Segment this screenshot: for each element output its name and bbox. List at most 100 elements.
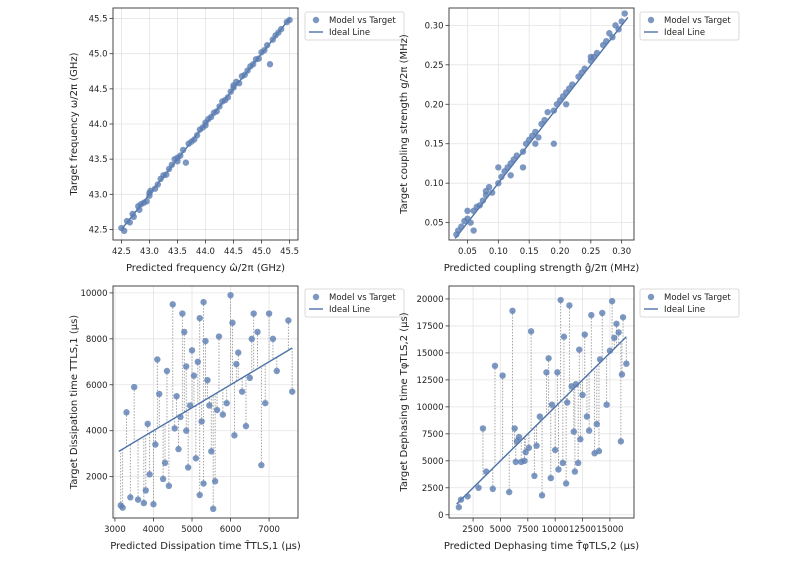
x-tick-label: 43.0 <box>140 247 159 257</box>
data-point <box>213 406 221 414</box>
data-point <box>479 425 487 432</box>
x-tick-label: 0.20 <box>551 247 570 257</box>
data-point <box>168 161 176 168</box>
data-point <box>179 310 186 317</box>
data-point <box>136 206 143 213</box>
data-point <box>198 418 205 425</box>
data-point <box>467 219 474 226</box>
data-point <box>171 425 178 432</box>
data-point <box>499 372 506 379</box>
legend-box <box>639 11 740 41</box>
data-point <box>495 164 502 171</box>
data-point <box>585 427 593 434</box>
legend-box <box>304 11 405 41</box>
data-point <box>593 49 601 57</box>
data-point <box>483 468 490 475</box>
x-tick-label: 4000 <box>143 525 165 535</box>
data-point <box>596 356 604 363</box>
data-point <box>127 494 134 501</box>
data-point <box>163 171 170 178</box>
x-tick-label: 5000 <box>490 525 512 535</box>
data-point <box>266 61 274 68</box>
data-point <box>154 356 161 363</box>
data-point <box>519 164 527 171</box>
x-tick-label: 45.5 <box>280 247 299 257</box>
data-point <box>543 369 550 376</box>
data-point <box>559 459 567 467</box>
legend-label-line: Ideal Line <box>329 28 370 38</box>
data-point <box>488 189 496 196</box>
y-tick-label: 15000 <box>416 349 443 359</box>
data-point <box>615 329 622 336</box>
data-point <box>525 444 533 452</box>
data-point <box>538 492 546 499</box>
x-tick-label: 6000 <box>220 525 242 535</box>
data-point <box>527 328 535 335</box>
data-point <box>611 334 618 341</box>
x-tick-label: 3000 <box>104 525 126 535</box>
y-tick-label: 0.10 <box>425 179 444 189</box>
y-tick-label: 12500 <box>416 376 443 386</box>
data-point <box>144 420 151 428</box>
data-point <box>142 487 149 494</box>
chart-freq: 42.5 43.0 43.5 44.0 44.5 45.0 45.5 42.5 43.0 43.5… <box>69 7 405 274</box>
data-point <box>576 346 583 353</box>
data-point <box>603 401 610 408</box>
data-point <box>208 448 215 455</box>
data-point <box>491 362 499 370</box>
y-tick-label: 45.0 <box>89 50 108 60</box>
data-point <box>618 371 626 378</box>
y-tick-label: 10000 <box>416 403 443 413</box>
y-tick-label: 2000 <box>86 473 108 483</box>
data-point <box>476 202 484 209</box>
data-point <box>464 207 471 215</box>
data-point <box>204 376 211 384</box>
legend-box <box>304 288 405 318</box>
y-tick-label: 44.0 <box>89 120 108 130</box>
data-point <box>569 81 576 88</box>
data-point <box>169 301 176 308</box>
chart-dephasing: 2500 5000 7500 10000 12500 150000250050007500… <box>399 285 740 552</box>
data-point <box>179 146 187 154</box>
data-point <box>233 360 240 368</box>
data-point <box>126 219 134 226</box>
data-point <box>246 374 254 382</box>
x-tick-label: 0.15 <box>520 247 539 257</box>
data-point <box>130 383 138 391</box>
data-point <box>613 320 620 327</box>
data-point <box>261 46 268 54</box>
data-point <box>464 493 471 500</box>
y-tick-label: 0.05 <box>425 219 444 229</box>
data-point <box>165 482 173 490</box>
x-tick-label: 44.5 <box>224 247 243 257</box>
data-point <box>572 380 580 388</box>
data-point <box>152 441 159 448</box>
data-point <box>599 309 606 317</box>
data-point <box>521 457 528 465</box>
data-point <box>515 433 523 441</box>
data-point <box>183 363 190 370</box>
data-point <box>564 399 571 406</box>
data-point <box>595 447 603 455</box>
data-point <box>200 298 207 306</box>
data-point <box>156 390 163 398</box>
legend: Model vs Target Ideal Line <box>639 11 740 41</box>
data-point <box>560 333 568 340</box>
x-tick-label: 45.0 <box>252 247 271 257</box>
data-point <box>557 296 564 304</box>
y-tick-label: 8000 <box>86 335 108 345</box>
x-tick-label: 5000 <box>181 525 203 535</box>
data-point <box>182 159 190 166</box>
data-point <box>130 213 137 220</box>
data-point <box>249 61 257 68</box>
data-point <box>194 358 201 366</box>
data-point <box>190 372 198 379</box>
data-point <box>608 297 616 305</box>
y-tick-label: 44.5 <box>89 85 108 95</box>
data-point <box>550 107 558 114</box>
y-tick-label: 45.5 <box>89 15 108 25</box>
legend-marker-points <box>647 293 655 301</box>
data-point <box>555 466 562 473</box>
data-point <box>161 459 169 467</box>
x-axis-label: Predicted Dissipation time T̂TLS,1 (μs) <box>110 539 301 552</box>
